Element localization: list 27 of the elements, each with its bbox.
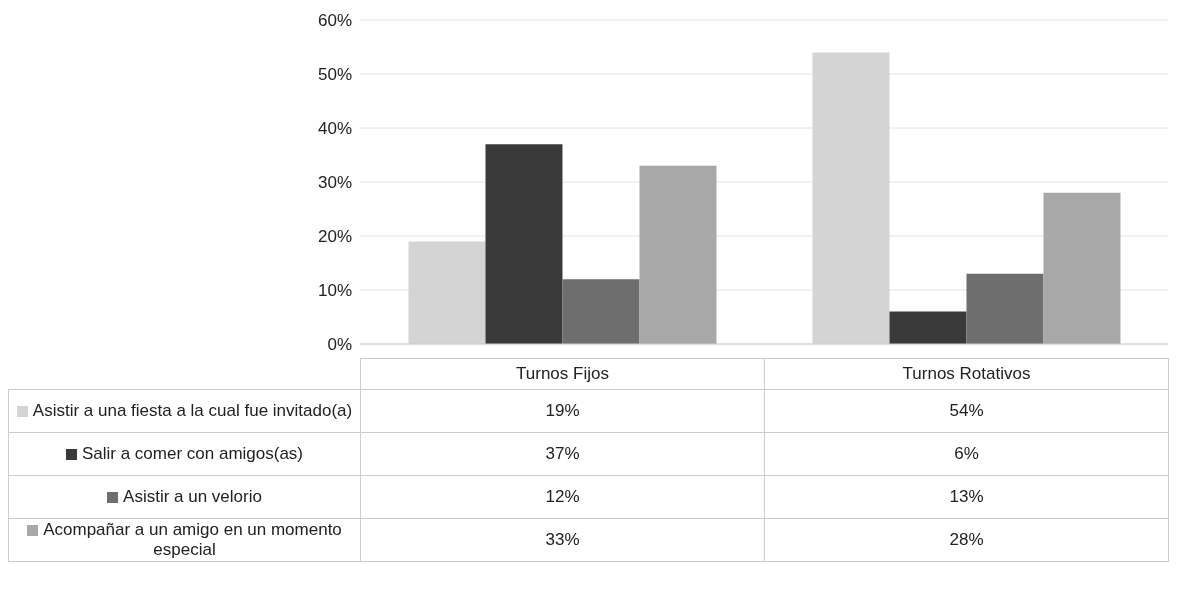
bar — [1043, 192, 1121, 344]
x-tick-label: Turnos Rotativos — [764, 358, 1169, 390]
legend-label: Asistir a un velorio — [123, 487, 262, 506]
data-label: 6% — [764, 432, 1169, 476]
bar — [966, 273, 1044, 344]
legend-label: Asistir a una fiesta a la cual fue invitado(a) — [32, 401, 353, 420]
y-tick-label: 30% — [317, 173, 352, 193]
data-label: 54% — [764, 389, 1169, 433]
legend-label: Acompañar a un amigo en un momento especial — [43, 520, 342, 559]
data-label: 33% — [360, 518, 765, 562]
y-tick-label: 40% — [317, 119, 352, 139]
data-label: 19% — [360, 389, 765, 433]
data-label: 28% — [764, 518, 1169, 562]
y-tick-label: 0% — [327, 335, 352, 355]
y-tick-label: 50% — [317, 65, 352, 85]
bar — [889, 311, 967, 344]
bar — [562, 279, 640, 344]
x-tick-label: Turnos Fijos — [360, 358, 765, 390]
data-label: 37% — [360, 432, 765, 476]
data-label: 12% — [360, 475, 765, 519]
y-tick-label: 10% — [317, 281, 352, 301]
bar — [639, 165, 717, 344]
legend-label: Salir a comer con amigos(as) — [81, 444, 304, 463]
y-tick-label: 60% — [317, 11, 352, 31]
y-tick-label: 20% — [317, 227, 352, 247]
data-label: 13% — [764, 475, 1169, 519]
bar — [485, 144, 563, 344]
